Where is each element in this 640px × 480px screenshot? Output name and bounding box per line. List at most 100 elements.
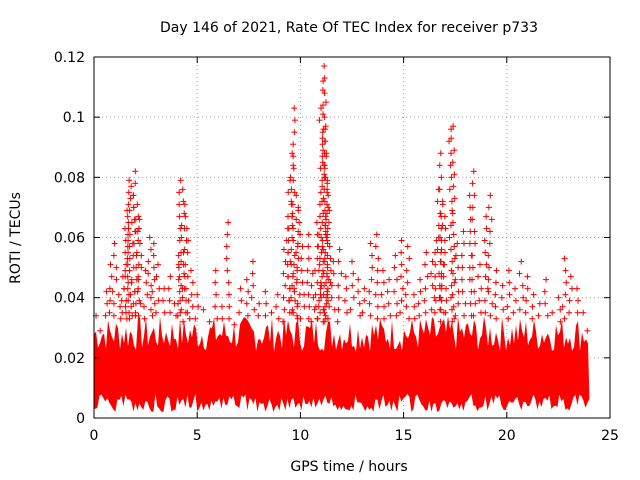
noise-floor-band: [94, 316, 590, 412]
data-point: [391, 252, 401, 319]
data-point: [304, 231, 313, 322]
data-point: [145, 234, 155, 313]
data-point: [321, 153, 332, 316]
y-tick-label: 0: [76, 411, 85, 427]
data-point: [421, 249, 431, 316]
data-point: [316, 105, 326, 316]
x-tick-label: 20: [498, 428, 516, 444]
data-point: [192, 291, 202, 322]
data-point: [236, 285, 245, 316]
data-point: [289, 105, 300, 316]
data-point: [243, 276, 252, 319]
x-tick-label: 10: [291, 428, 309, 444]
data-point: [231, 321, 238, 328]
data-point: [402, 243, 413, 322]
data-point: [415, 276, 424, 319]
y-tick-label: 0.06: [54, 231, 85, 247]
data-point: [347, 258, 357, 313]
data-point: [341, 273, 351, 316]
data-point: [573, 285, 582, 316]
data-point: [492, 267, 500, 322]
data-point: [475, 261, 485, 316]
data-point: [355, 276, 364, 319]
data-point: [268, 309, 275, 316]
y-tick-label: 0.04: [54, 291, 85, 307]
data-points: [93, 63, 591, 334]
data-point: [132, 201, 143, 316]
data-point: [469, 168, 479, 319]
data-point: [428, 258, 438, 313]
y-tick-label: 0.1: [63, 110, 85, 126]
data-point: [446, 126, 456, 325]
data-point: [175, 177, 186, 316]
data-point: [178, 186, 188, 325]
data-point: [149, 240, 158, 319]
data-point: [212, 267, 221, 322]
data-point: [458, 228, 469, 319]
data-point: [510, 285, 519, 316]
data-point: [516, 258, 527, 313]
data-point: [134, 216, 145, 319]
data-point: [541, 276, 551, 319]
data-point: [287, 150, 297, 313]
data-point: [334, 246, 345, 325]
data-point: [159, 285, 168, 316]
data-point: [372, 231, 382, 322]
data-point: [140, 267, 151, 322]
data-point: [440, 213, 450, 316]
data-point: [97, 327, 104, 334]
data-point: [384, 276, 394, 319]
data-point: [481, 213, 491, 316]
data-point: [559, 255, 570, 322]
data-point: [397, 237, 406, 316]
data-point: [314, 231, 324, 322]
data-point: [124, 177, 133, 316]
axis-ticks: 0 5 10 15 20 25 0 0.02 0.04 0.06 0.08 0.1 0.12: [54, 50, 619, 444]
data-point: [218, 303, 226, 322]
x-tick-label: 5: [193, 428, 202, 444]
data-point: [434, 186, 444, 325]
data-point: [206, 318, 213, 325]
data-point: [152, 261, 163, 316]
data-point: [448, 123, 458, 322]
data-point: [366, 240, 376, 319]
data-point: [504, 267, 513, 322]
data-point: [200, 306, 207, 313]
x-tick-label: 25: [601, 428, 619, 444]
data-point: [324, 207, 334, 322]
data-point: [584, 327, 591, 334]
data-point: [109, 240, 120, 319]
data-point: [529, 291, 537, 322]
y-tick-label: 0.08: [54, 170, 85, 186]
data-point: [165, 273, 174, 316]
data-point: [378, 267, 388, 322]
data-point: [186, 267, 196, 322]
data-point: [273, 291, 282, 322]
data-point: [182, 225, 192, 316]
data-point: [308, 270, 318, 325]
data-point: [535, 300, 543, 319]
x-axis-label: GPS time / hours: [290, 459, 407, 475]
dense-noise-band: [94, 316, 590, 412]
data-point: [580, 309, 587, 316]
data-point: [223, 219, 233, 322]
y-axis-label: ROTI / TECUs: [8, 192, 24, 284]
chart-title: Day 146 of 2021, Rate Of TEC Index for r…: [160, 20, 538, 36]
data-point: [485, 192, 496, 319]
data-point: [285, 177, 295, 316]
data-point: [115, 291, 124, 322]
data-point: [248, 258, 258, 313]
data-point: [102, 288, 111, 319]
data-point: [555, 294, 564, 325]
data-point: [359, 285, 368, 316]
data-point: [328, 258, 338, 313]
data-point: [106, 261, 115, 316]
data-point: [320, 126, 331, 325]
data-point: [566, 273, 576, 316]
data-point: [410, 291, 418, 322]
y-tick-label: 0.12: [54, 50, 85, 66]
y-tick-label: 0.02: [54, 351, 85, 367]
data-point: [255, 300, 263, 319]
data-point: [522, 273, 531, 316]
